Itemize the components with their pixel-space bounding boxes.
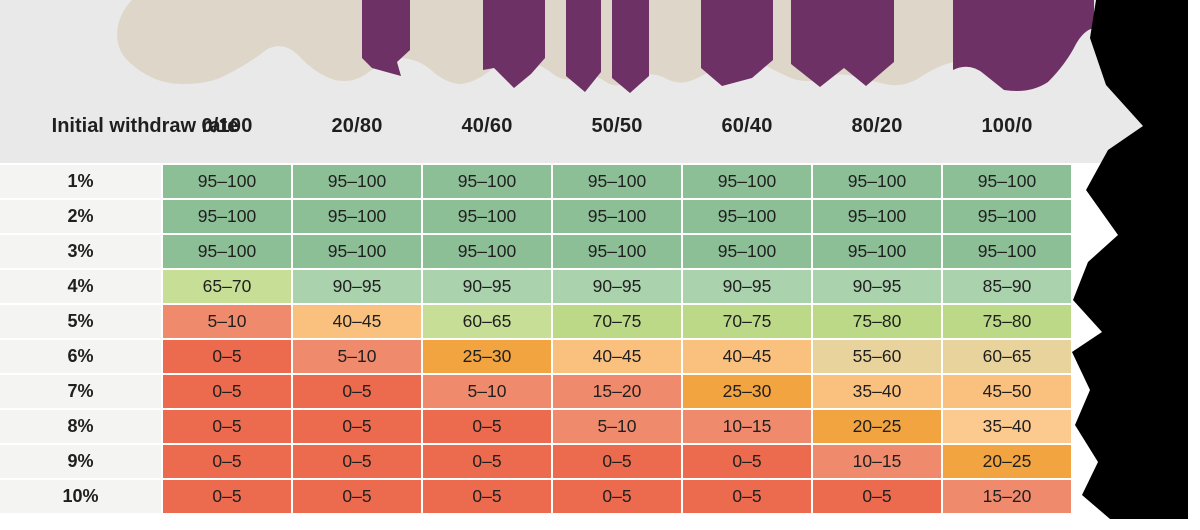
table-cell: 70–75 [683, 305, 811, 338]
table-cell: 0–5 [293, 480, 421, 513]
table-cell: 0–5 [293, 445, 421, 478]
table-cell: 0–5 [683, 480, 811, 513]
table-cell: 95–100 [683, 165, 811, 198]
table-cell: 40–45 [683, 340, 811, 373]
table-cell: 0–5 [163, 410, 291, 443]
column-header: 100/0 [981, 114, 1033, 137]
purple-shape-e [701, 0, 773, 86]
table-cell: 20–25 [813, 410, 941, 443]
column-header: 40/60 [461, 114, 513, 137]
table-cell: 40–45 [553, 340, 681, 373]
table-cell: 0–5 [163, 480, 291, 513]
table-cell: 15–20 [553, 375, 681, 408]
table-cell: 90–95 [813, 270, 941, 303]
row-label: 6% [0, 340, 161, 373]
table-cell: 95–100 [293, 165, 421, 198]
table-cell: 95–100 [553, 200, 681, 233]
table-cell: 5–10 [423, 375, 551, 408]
table-cell: 95–100 [553, 235, 681, 268]
column-header: 20/80 [331, 114, 383, 137]
table-cell: 0–5 [293, 375, 421, 408]
row-label: 4% [0, 270, 161, 303]
table-cell: 90–95 [553, 270, 681, 303]
column-header: 50/50 [591, 114, 643, 137]
table-cell: 70–75 [553, 305, 681, 338]
row-label: 1% [0, 165, 161, 198]
table-cell: 95–100 [813, 200, 941, 233]
table-cell: 5–10 [553, 410, 681, 443]
table-cell: 10–15 [683, 410, 811, 443]
purple-shape-a [362, 0, 410, 76]
row-header-title: Initial withdraw rate [51, 114, 239, 137]
table-cell: 25–30 [423, 340, 551, 373]
column-header: 0/100 [201, 114, 253, 137]
table-cell: 25–30 [683, 375, 811, 408]
table-cell: 90–95 [293, 270, 421, 303]
table-cell: 20–25 [943, 445, 1071, 478]
table-cell: 95–100 [813, 165, 941, 198]
table-cell: 95–100 [163, 235, 291, 268]
table-cell: 95–100 [813, 235, 941, 268]
table-cell: 0–5 [163, 445, 291, 478]
table-cell: 15–20 [943, 480, 1071, 513]
purple-shape-c [566, 0, 601, 92]
row-label: 10% [0, 480, 161, 513]
purple-shape-b [483, 0, 545, 88]
table-cell: 0–5 [163, 375, 291, 408]
purple-shape-g [953, 0, 1094, 91]
table-cell: 0–5 [423, 445, 551, 478]
table-cell: 75–80 [813, 305, 941, 338]
table-cell: 45–50 [943, 375, 1071, 408]
table-cell: 95–100 [423, 200, 551, 233]
table-cell: 90–95 [423, 270, 551, 303]
table-cell: 95–100 [943, 235, 1071, 268]
table-cell: 95–100 [943, 200, 1071, 233]
column-header: 80/20 [851, 114, 903, 137]
top-decoration-graphic [117, 0, 1094, 93]
table-cell: 10–15 [813, 445, 941, 478]
table-cell: 0–5 [553, 480, 681, 513]
purple-shape-f [791, 0, 894, 87]
table-cell: 0–5 [683, 445, 811, 478]
table-cell: 0–5 [813, 480, 941, 513]
row-label: 5% [0, 305, 161, 338]
table-cell: 0–5 [423, 480, 551, 513]
table-cell: 85–90 [943, 270, 1071, 303]
table-cell: 95–100 [683, 200, 811, 233]
table-cell: 95–100 [163, 165, 291, 198]
table-cell: 75–80 [943, 305, 1071, 338]
table-cell: 40–45 [293, 305, 421, 338]
table-cell: 95–100 [423, 165, 551, 198]
column-header-row: 0/100 20/80 40/60 50/50 60/40 80/20 100/0 [163, 96, 1071, 156]
table-cell: 0–5 [293, 410, 421, 443]
table-cell: 95–100 [423, 235, 551, 268]
purple-shape-d [612, 0, 649, 93]
table-cell: 0–5 [423, 410, 551, 443]
table-cell: 65–70 [163, 270, 291, 303]
row-label: 9% [0, 445, 161, 478]
table-cell: 95–100 [943, 165, 1071, 198]
table-cell: 0–5 [163, 340, 291, 373]
row-label: 8% [0, 410, 161, 443]
row-label: 2% [0, 200, 161, 233]
table-cell: 95–100 [683, 235, 811, 268]
table-cell: 95–100 [553, 165, 681, 198]
table-cell: 95–100 [293, 235, 421, 268]
table-cell: 0–5 [553, 445, 681, 478]
row-label: 7% [0, 375, 161, 408]
table-cell: 60–65 [943, 340, 1071, 373]
row-label: 3% [0, 235, 161, 268]
column-header: 60/40 [721, 114, 773, 137]
table-cell: 35–40 [943, 410, 1071, 443]
table-cell: 35–40 [813, 375, 941, 408]
table-cell: 5–10 [163, 305, 291, 338]
table-cell: 90–95 [683, 270, 811, 303]
table-cell: 95–100 [293, 200, 421, 233]
table-cell: 55–60 [813, 340, 941, 373]
heatmap-table: 1% 95–100 95–100 95–100 95–100 95–100 95–100 95… [0, 165, 1071, 513]
table-cell: 60–65 [423, 305, 551, 338]
table-cell: 95–100 [163, 200, 291, 233]
table-cell: 5–10 [293, 340, 421, 373]
